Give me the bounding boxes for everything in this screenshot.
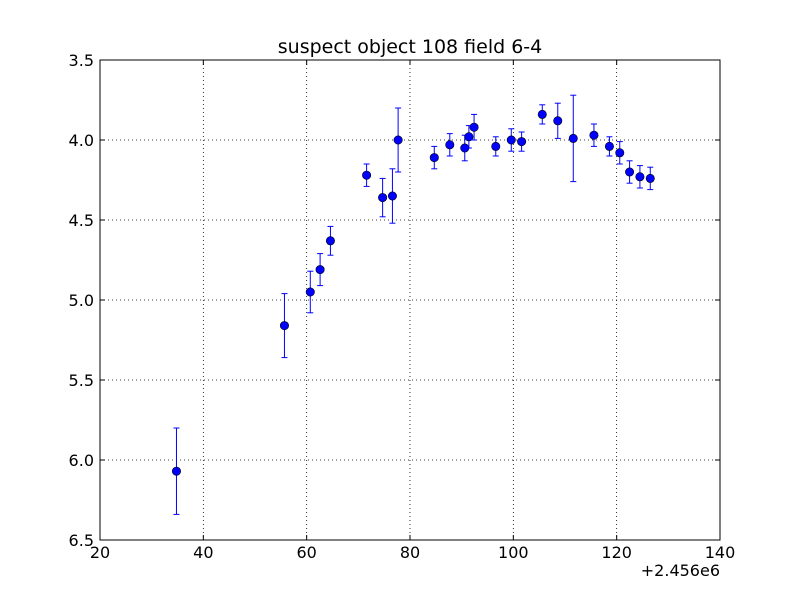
data-point	[378, 193, 388, 203]
data-layer	[171, 94, 655, 515]
data-point	[604, 141, 614, 151]
data-point	[464, 132, 474, 142]
data-point	[537, 109, 547, 119]
data-point	[469, 122, 479, 132]
y-tick-label: 5.5	[69, 371, 94, 390]
data-point	[429, 153, 439, 163]
y-tick-label: 4.0	[69, 131, 94, 150]
y-tick-label: 5.0	[69, 291, 94, 310]
data-point	[445, 140, 455, 150]
plot-frame	[99, 59, 721, 541]
grid-layer	[100, 60, 720, 540]
data-point	[568, 133, 578, 143]
y-tick-label: 6.5	[69, 531, 94, 550]
x-tick-label: 80	[400, 543, 420, 562]
data-point	[325, 236, 335, 246]
data-point	[635, 172, 645, 182]
y-tick-label: 4.5	[69, 211, 94, 230]
data-point	[589, 130, 599, 140]
x-tick-label: 120	[601, 543, 632, 562]
data-point	[279, 321, 289, 331]
data-point	[387, 191, 397, 201]
x-axis: 20 40 60 80 100 120 140	[90, 60, 735, 562]
data-point	[517, 137, 527, 147]
x-axis-offset-label: +2.456e6	[641, 561, 720, 580]
y-tick-label: 3.5	[69, 51, 94, 70]
data-point	[171, 466, 181, 476]
chart-title: suspect object 108 field 6-4	[278, 36, 543, 58]
data-point	[491, 141, 501, 151]
data-point	[625, 167, 635, 177]
data-point	[362, 170, 372, 180]
data-point	[315, 265, 325, 275]
x-tick-label: 40	[193, 543, 213, 562]
data-point	[506, 135, 516, 145]
y-axis: 3.5 4.0 4.5 5.0 5.5 6.0 6.5	[69, 51, 720, 550]
x-tick-label: 140	[705, 543, 736, 562]
data-point	[553, 116, 563, 126]
data-point	[305, 287, 315, 297]
data-point	[393, 135, 403, 145]
x-tick-label: 20	[90, 543, 110, 562]
data-point	[615, 148, 625, 158]
x-tick-label: 60	[296, 543, 316, 562]
x-tick-label: 100	[498, 543, 529, 562]
y-tick-label: 6.0	[69, 451, 94, 470]
data-point	[645, 173, 655, 183]
